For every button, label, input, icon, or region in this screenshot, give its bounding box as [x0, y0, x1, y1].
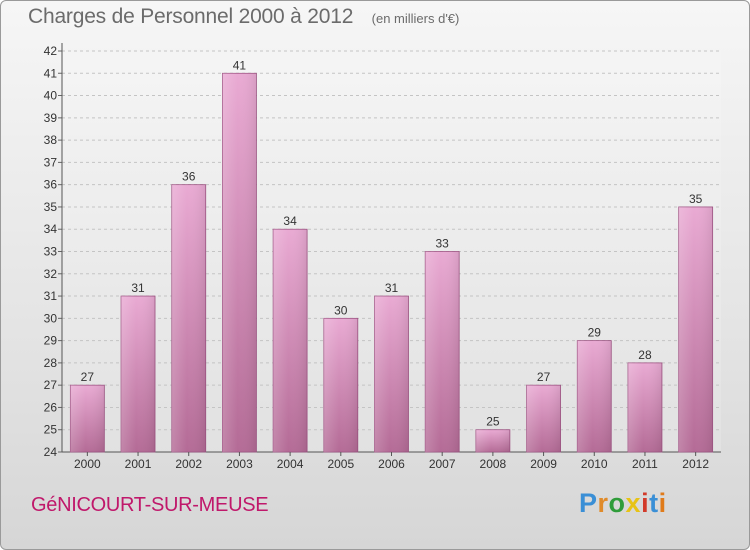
bar-shade — [577, 340, 612, 452]
y-tick-label: 34 — [44, 222, 58, 236]
x-tick-label: 2006 — [378, 457, 405, 471]
chart-title: Charges de Personnel 2000 à 2012 — [28, 5, 354, 28]
logo-letter: i — [658, 488, 667, 518]
data-label: 27 — [537, 370, 551, 384]
bar-shade — [222, 73, 257, 453]
x-tick-label: 2000 — [74, 457, 101, 471]
y-tick-label: 40 — [44, 89, 58, 103]
data-label: 34 — [283, 214, 297, 228]
bar-shade — [273, 229, 308, 452]
bar-shade — [121, 296, 156, 452]
data-label: 30 — [334, 303, 348, 317]
x-tick-label: 2011 — [632, 457, 658, 471]
bar-shade — [374, 296, 409, 452]
proxiti-logo: Proxiti — [579, 488, 667, 519]
y-tick-label: 25 — [44, 423, 58, 437]
commune-name: GéNICOURT-SUR-MEUSE — [31, 494, 269, 516]
data-label: 33 — [436, 237, 450, 251]
logo-letter: r — [597, 488, 609, 518]
y-tick-label: 28 — [44, 356, 58, 370]
x-tick-label: 2005 — [327, 457, 354, 471]
x-tick-label: 2003 — [226, 457, 253, 471]
x-tick-label: 2004 — [277, 457, 304, 471]
data-label: 28 — [638, 348, 652, 362]
x-tick-label: 2010 — [581, 457, 608, 471]
y-tick-label: 27 — [44, 378, 58, 392]
y-tick-label: 37 — [44, 155, 58, 169]
y-tick-label: 24 — [44, 445, 58, 459]
bar-shade — [323, 318, 358, 452]
y-tick-label: 32 — [44, 267, 58, 281]
data-label: 25 — [486, 415, 500, 429]
data-label: 36 — [182, 170, 196, 184]
x-tick-label: 2008 — [480, 457, 507, 471]
data-label: 41 — [233, 58, 247, 72]
bar-shade — [526, 385, 561, 452]
y-tick-label: 39 — [44, 111, 58, 125]
bar-shade — [425, 251, 460, 452]
data-label: 31 — [385, 281, 399, 295]
data-label: 31 — [131, 281, 145, 295]
chart-header: Charges de Personnel 2000 à 2012 (en mil… — [28, 5, 459, 29]
y-tick-label: 31 — [44, 289, 58, 303]
y-tick-label: 29 — [44, 334, 58, 348]
logo-letter: P — [579, 488, 598, 518]
logo-letter: t — [649, 488, 659, 518]
y-tick-label: 33 — [44, 245, 58, 259]
bar-shade — [70, 385, 105, 452]
x-tick-label: 2009 — [530, 457, 557, 471]
x-tick-label: 2001 — [125, 457, 152, 471]
y-tick-label: 38 — [44, 133, 58, 147]
y-tick-label: 36 — [44, 178, 58, 192]
y-tick-label: 35 — [44, 200, 58, 214]
y-tick-label: 26 — [44, 400, 58, 414]
data-label: 35 — [689, 192, 703, 206]
data-label: 27 — [81, 370, 95, 384]
bar-shade — [678, 206, 713, 452]
data-label: 29 — [588, 326, 602, 340]
bar-shade — [627, 362, 662, 452]
logo-letter: o — [608, 488, 626, 518]
logo-letter: x — [625, 488, 642, 518]
bar-shade — [171, 184, 206, 452]
x-tick-label: 2012 — [682, 457, 709, 471]
y-tick-label: 30 — [44, 311, 58, 325]
chart-subtitle: (en milliers d'€) — [371, 11, 460, 26]
y-tick-label: 42 — [44, 44, 58, 58]
x-tick-label: 2002 — [175, 457, 202, 471]
logo-letter: i — [641, 488, 650, 518]
bar-shade — [475, 429, 510, 452]
x-tick-label: 2007 — [429, 457, 456, 471]
y-tick-label: 41 — [44, 66, 58, 80]
